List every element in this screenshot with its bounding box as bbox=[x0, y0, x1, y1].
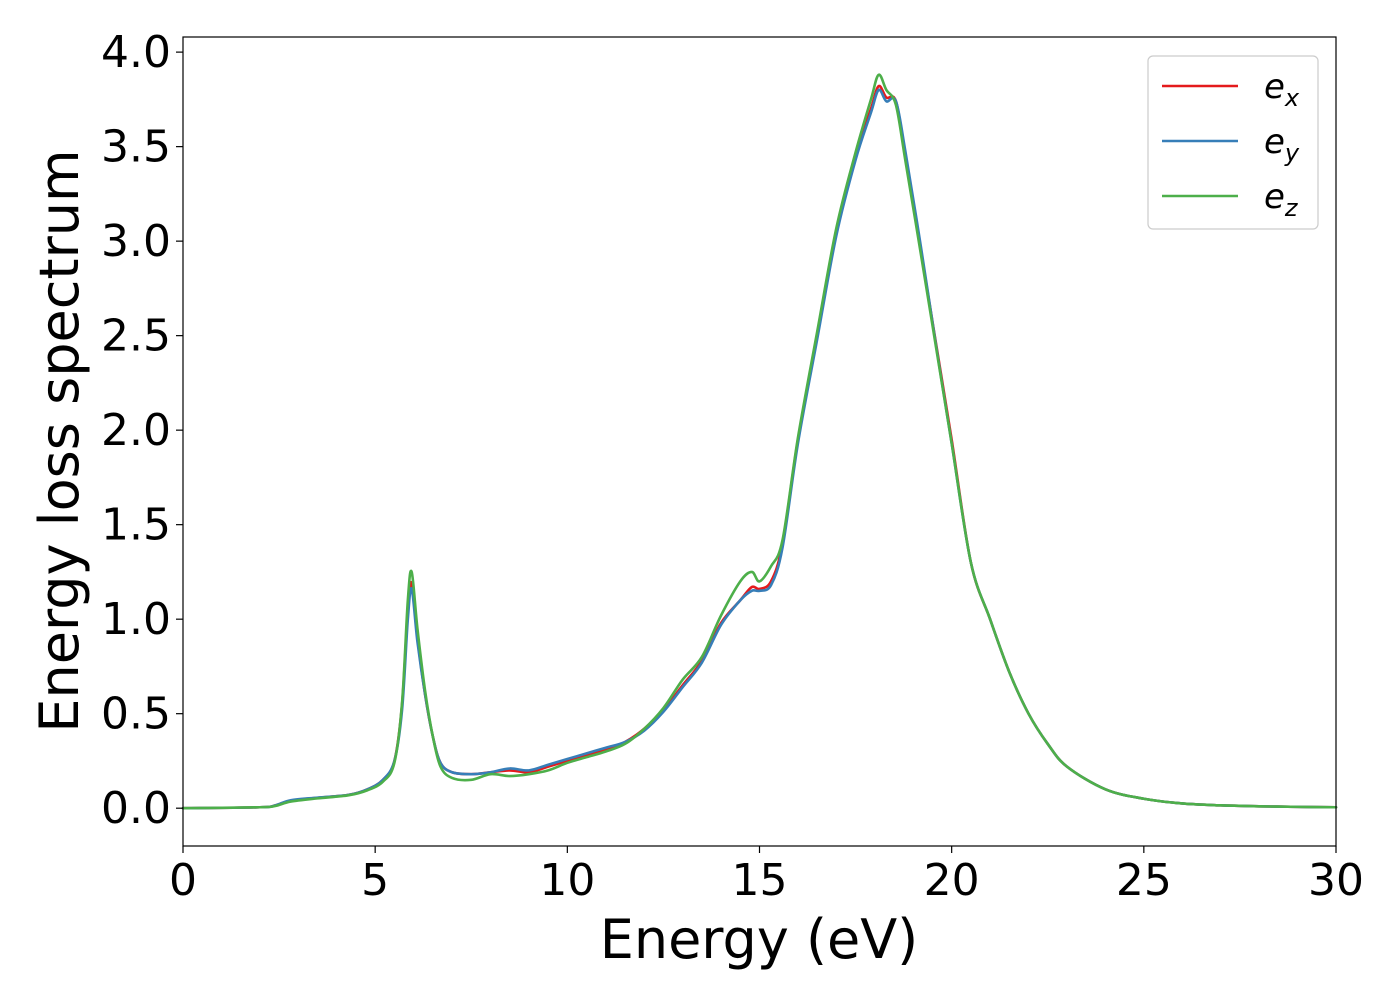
y-tick-label: 1.0 bbox=[101, 594, 171, 645]
x-tick-label: 15 bbox=[732, 855, 788, 906]
y-axis-ticks: 0.0 0.5 1.0 1.5 2.0 2.5 3.0 3.5 4.0 bbox=[101, 27, 183, 834]
y-tick-label: 1.5 bbox=[101, 500, 171, 551]
x-tick-label: 10 bbox=[539, 855, 595, 906]
y-tick-label: 2.5 bbox=[101, 311, 171, 362]
x-tick-label: 25 bbox=[1116, 855, 1172, 906]
y-tick-label: 3.5 bbox=[101, 122, 171, 173]
y-axis-label: Energy loss spectrum bbox=[28, 149, 91, 732]
x-tick-label: 20 bbox=[924, 855, 980, 906]
y-tick-label: 0.0 bbox=[101, 783, 171, 834]
x-tick-label: 30 bbox=[1308, 855, 1364, 906]
y-tick-label: 3.0 bbox=[101, 216, 171, 267]
legend-label-y: ey bbox=[1264, 122, 1300, 167]
x-tick-label: 5 bbox=[361, 855, 389, 906]
legend-label-x: ex bbox=[1264, 67, 1300, 112]
x-axis-ticks: 0 5 10 15 20 25 30 bbox=[169, 846, 1364, 906]
legend-items: ex ey ez bbox=[1162, 67, 1300, 222]
y-tick-label: 0.5 bbox=[101, 689, 171, 740]
y-tick-label: 2.0 bbox=[101, 405, 171, 456]
legend-label-z: ez bbox=[1264, 177, 1299, 222]
series-layer bbox=[181, 73, 1338, 810]
y-tick-label: 4.0 bbox=[101, 27, 171, 78]
legend-box bbox=[1147, 55, 1319, 230]
series-line-z bbox=[181, 73, 1338, 810]
x-tick-label: 0 bbox=[169, 855, 197, 906]
legend: ex ey ez bbox=[1147, 55, 1319, 230]
x-axis-label: Energy (eV) bbox=[600, 908, 919, 971]
